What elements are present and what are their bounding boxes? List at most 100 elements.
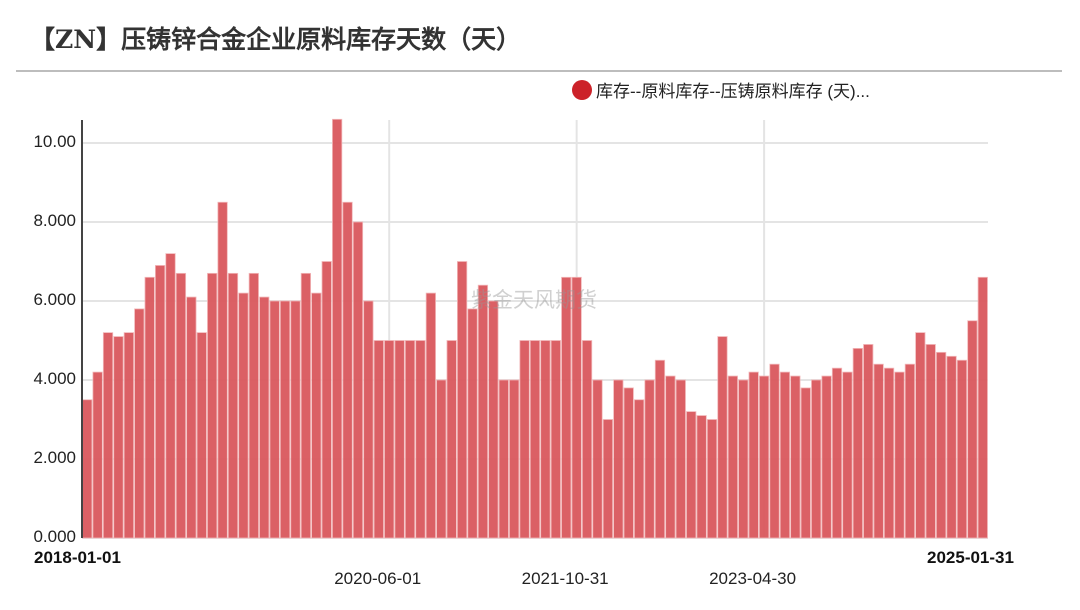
- bar[interactable]: [863, 344, 874, 539]
- bar[interactable]: [842, 371, 853, 539]
- bar[interactable]: [644, 379, 655, 539]
- bar[interactable]: [967, 320, 978, 539]
- bar[interactable]: [883, 367, 895, 539]
- bar[interactable]: [936, 351, 947, 539]
- bar[interactable]: [509, 379, 520, 539]
- legend-label: 库存--原料库存--压铸原料库存 (天)...: [596, 82, 870, 101]
- y-tick-label: 4.000: [33, 369, 76, 388]
- bar[interactable]: [207, 272, 218, 539]
- bar[interactable]: [498, 379, 509, 539]
- bar[interactable]: [415, 340, 426, 539]
- bar[interactable]: [384, 340, 395, 539]
- bar[interactable]: [456, 261, 468, 539]
- bar[interactable]: [196, 332, 207, 539]
- bar[interactable]: [696, 415, 707, 539]
- bar[interactable]: [550, 340, 561, 539]
- bar[interactable]: [332, 118, 343, 539]
- bar[interactable]: [811, 379, 822, 539]
- bar[interactable]: [342, 201, 353, 539]
- x-tick-label: 2023-04-30: [709, 569, 797, 588]
- bar[interactable]: [186, 296, 197, 539]
- bar[interactable]: [404, 340, 416, 539]
- bar[interactable]: [613, 379, 624, 539]
- bar[interactable]: [790, 375, 801, 539]
- bar[interactable]: [436, 379, 447, 539]
- bar[interactable]: [623, 387, 634, 539]
- bar[interactable]: [540, 340, 551, 539]
- bar[interactable]: [654, 359, 666, 539]
- bar[interactable]: [290, 300, 301, 539]
- bar[interactable]: [821, 375, 832, 539]
- bar[interactable]: [269, 300, 280, 539]
- bar[interactable]: [248, 272, 259, 539]
- bar[interactable]: [134, 308, 145, 539]
- bar[interactable]: [956, 359, 968, 539]
- bar[interactable]: [144, 276, 155, 539]
- bar[interactable]: [779, 371, 791, 539]
- bar[interactable]: [665, 375, 676, 539]
- bar[interactable]: [82, 399, 93, 539]
- bar[interactable]: [227, 272, 239, 539]
- y-tick-label: 0.000: [33, 527, 76, 546]
- bar[interactable]: [175, 272, 187, 539]
- bar[interactable]: [446, 340, 457, 539]
- bar[interactable]: [363, 300, 374, 539]
- bar[interactable]: [686, 411, 697, 539]
- watermark: 紫金天风期货: [471, 289, 597, 312]
- bar[interactable]: [321, 261, 332, 539]
- bar[interactable]: [279, 300, 291, 539]
- bar[interactable]: [769, 363, 780, 539]
- bar[interactable]: [904, 363, 916, 539]
- bar[interactable]: [748, 371, 759, 539]
- bar[interactable]: [519, 340, 530, 539]
- bar[interactable]: [800, 387, 811, 539]
- bar[interactable]: [561, 276, 572, 539]
- bar[interactable]: [894, 371, 905, 539]
- y-tick-label: 6.000: [33, 290, 76, 309]
- bar[interactable]: [154, 265, 166, 539]
- bar[interactable]: [300, 272, 312, 539]
- bar[interactable]: [977, 276, 988, 539]
- bar[interactable]: [238, 292, 249, 539]
- bar[interactable]: [92, 371, 103, 539]
- bar[interactable]: [123, 332, 134, 539]
- bar[interactable]: [946, 355, 957, 539]
- bar[interactable]: [758, 375, 770, 539]
- bar[interactable]: [529, 340, 541, 539]
- bar[interactable]: [311, 292, 322, 539]
- bar[interactable]: [373, 340, 384, 539]
- legend[interactable]: 库存--原料库存--压铸原料库存 (天)...: [572, 77, 870, 102]
- bar[interactable]: [488, 300, 499, 539]
- bar[interactable]: [102, 332, 114, 539]
- bar[interactable]: [925, 344, 936, 539]
- x-tick-label: 2018-01-01: [34, 548, 121, 567]
- bar[interactable]: [873, 363, 884, 539]
- bar[interactable]: [852, 347, 863, 539]
- bar[interactable]: [915, 332, 926, 539]
- bar[interactable]: [571, 276, 582, 539]
- bar[interactable]: [592, 379, 603, 539]
- bar[interactable]: [634, 399, 645, 539]
- bar[interactable]: [113, 336, 124, 539]
- bar[interactable]: [425, 292, 436, 539]
- bar[interactable]: [352, 221, 364, 539]
- bar[interactable]: [165, 253, 176, 539]
- bar[interactable]: [738, 379, 749, 539]
- x-tick-label: 2021-10-31: [521, 569, 609, 588]
- bar[interactable]: [675, 379, 686, 539]
- bar[interactable]: [217, 201, 228, 539]
- bar[interactable]: [727, 375, 738, 539]
- bar[interactable]: [477, 284, 489, 539]
- bar[interactable]: [706, 419, 718, 539]
- x-tick-label: 2025-01-31: [927, 548, 1014, 567]
- bar[interactable]: [602, 419, 614, 539]
- bar[interactable]: [259, 296, 270, 539]
- bar[interactable]: [467, 308, 478, 539]
- bar[interactable]: [831, 367, 843, 539]
- x-tick-label: 2020-06-01: [334, 569, 422, 588]
- chart-title: 【ZN】压铸锌合金企业原料库存天数（天）: [30, 25, 522, 54]
- bar[interactable]: [581, 340, 593, 539]
- bar[interactable]: [394, 340, 405, 539]
- bar[interactable]: [717, 336, 728, 539]
